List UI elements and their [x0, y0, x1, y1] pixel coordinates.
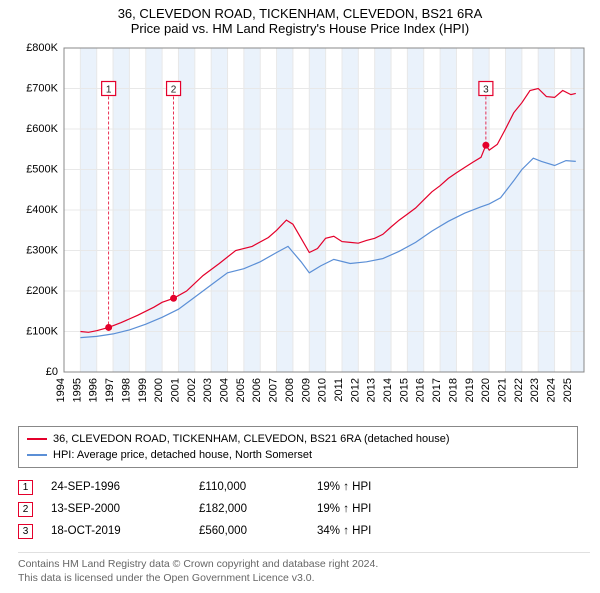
x-tick-label: 2017 — [431, 378, 443, 402]
legend-swatch — [27, 438, 47, 440]
x-tick-label: 2008 — [284, 378, 296, 402]
chart-svg: £0 £100K £200K £300K £400K £500K £600K £700K £80… — [10, 40, 590, 420]
x-tick-label: 1999 — [137, 378, 149, 402]
sales-table: 1 24-SEP-1996 £110,000 19% ↑ HPI 2 13-SEP-200… — [18, 476, 590, 542]
y-tick-label: £100K — [26, 325, 58, 337]
legend-label: HPI: Average price, detached house, Nort… — [53, 447, 312, 463]
sale-row-marker: 1 — [18, 480, 33, 495]
sale-marker-dot — [170, 295, 177, 302]
sale-marker-number: 2 — [171, 85, 177, 96]
sale-row-price: £110,000 — [199, 481, 299, 493]
legend-label: 36, CLEVEDON ROAD, TICKENHAM, CLEVEDON, … — [53, 431, 450, 447]
y-tick-label: £300K — [26, 244, 58, 256]
x-tick-label: 2020 — [480, 378, 492, 402]
chart-area: £0 £100K £200K £300K £400K £500K £600K £700K £80… — [10, 40, 590, 420]
x-tick-label: 2006 — [251, 378, 263, 402]
x-tick-label: 2005 — [235, 378, 247, 402]
x-tick-label: 1998 — [120, 378, 132, 402]
sale-row-delta: 19% ↑ HPI — [317, 503, 417, 515]
x-tick-label: 2009 — [300, 378, 312, 402]
x-tick-label: 2014 — [382, 378, 394, 402]
chart-card: 36, CLEVEDON ROAD, TICKENHAM, CLEVEDON, … — [0, 0, 600, 593]
sale-row-price: £560,000 — [199, 525, 299, 537]
title-address: 36, CLEVEDON ROAD, TICKENHAM, CLEVEDON, … — [10, 6, 590, 21]
x-tick-label: 2003 — [202, 378, 214, 402]
x-tick-label: 2002 — [186, 378, 198, 402]
sale-row-date: 24-SEP-1996 — [51, 481, 181, 493]
y-tick-label: £600K — [26, 123, 58, 135]
sale-row-marker: 3 — [18, 524, 33, 539]
x-tick-label: 2000 — [153, 378, 165, 402]
x-tick-label: 2007 — [268, 378, 280, 402]
x-tick-label: 2001 — [169, 378, 181, 402]
x-tick-label: 1997 — [104, 378, 116, 402]
x-tick-label: 2015 — [398, 378, 410, 402]
x-tick-label: 1996 — [88, 378, 100, 402]
sale-marker-dot — [482, 142, 489, 149]
y-tick-label: £200K — [26, 285, 58, 297]
x-tick-label: 2004 — [219, 378, 231, 402]
x-tick-label: 2019 — [464, 378, 476, 402]
titles: 36, CLEVEDON ROAD, TICKENHAM, CLEVEDON, … — [10, 6, 590, 36]
legend-item: HPI: Average price, detached house, Nort… — [27, 447, 569, 463]
sale-row-date: 13-SEP-2000 — [51, 503, 181, 515]
sale-row-marker: 2 — [18, 502, 33, 517]
legend: 36, CLEVEDON ROAD, TICKENHAM, CLEVEDON, … — [18, 426, 578, 468]
x-tick-label: 2016 — [415, 378, 427, 402]
sale-marker-number: 3 — [483, 85, 489, 96]
x-tick-label: 2018 — [447, 378, 459, 402]
x-tick-label: 2010 — [317, 378, 329, 402]
legend-item: 36, CLEVEDON ROAD, TICKENHAM, CLEVEDON, … — [27, 431, 569, 447]
sale-row: 1 24-SEP-1996 £110,000 19% ↑ HPI — [18, 476, 590, 498]
y-tick-label: £0 — [46, 366, 58, 378]
y-tick-label: £700K — [26, 82, 58, 94]
y-tick-label: £800K — [26, 42, 58, 54]
sale-row-delta: 19% ↑ HPI — [317, 481, 417, 493]
legend-swatch — [27, 454, 47, 456]
x-tick-label: 2013 — [366, 378, 378, 402]
x-tick-label: 2021 — [497, 378, 509, 402]
sale-marker-dot — [105, 324, 112, 331]
sale-marker-number: 1 — [106, 85, 112, 96]
sale-row-date: 18-OCT-2019 — [51, 525, 181, 537]
sale-row: 2 13-SEP-2000 £182,000 19% ↑ HPI — [18, 498, 590, 520]
sale-row: 3 18-OCT-2019 £560,000 34% ↑ HPI — [18, 520, 590, 542]
footer-line-1: Contains HM Land Registry data © Crown c… — [18, 557, 590, 571]
x-tick-label: 1995 — [71, 378, 83, 402]
x-tick-label: 2025 — [562, 378, 574, 402]
x-tick-label: 2023 — [529, 378, 541, 402]
x-tick-label: 2012 — [349, 378, 361, 402]
sale-row-delta: 34% ↑ HPI — [317, 525, 417, 537]
x-tick-label: 2024 — [546, 378, 558, 402]
footer: Contains HM Land Registry data © Crown c… — [18, 552, 590, 585]
sale-row-price: £182,000 — [199, 503, 299, 515]
footer-line-2: This data is licensed under the Open Gov… — [18, 571, 590, 585]
title-subtitle: Price paid vs. HM Land Registry's House … — [10, 21, 590, 36]
y-tick-label: £500K — [26, 163, 58, 175]
x-tick-label: 1994 — [55, 378, 67, 402]
y-tick-label: £400K — [26, 204, 58, 216]
x-tick-label: 2022 — [513, 378, 525, 402]
x-tick-label: 2011 — [333, 378, 345, 402]
